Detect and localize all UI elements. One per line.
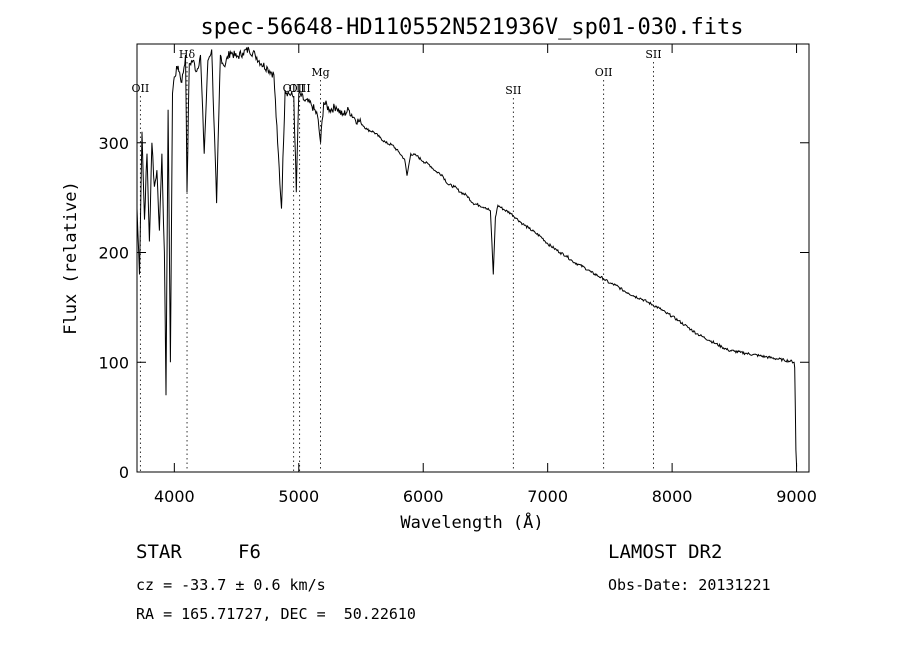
marker-label: OII [132, 82, 150, 95]
x-tick-label: 9000 [776, 487, 817, 506]
marker-label: OII [595, 66, 613, 79]
y-tick-label: 200 [98, 244, 129, 263]
marker-label: OIII [289, 82, 311, 95]
marker-label: Mg [311, 66, 329, 79]
x-axis-label: Wavelength (Å) [400, 511, 543, 533]
y-tick-label: 300 [98, 134, 129, 153]
x-tick-label: 6000 [403, 487, 444, 506]
chart-title: spec-56648-HD110552N521936V_sp01-030.fit… [200, 15, 743, 40]
y-axis-label: Flux (relative) [61, 181, 81, 335]
x-tick-label: 5000 [278, 487, 319, 506]
plot-frame [136, 43, 810, 473]
obs-date: Obs-Date: 20131221 [608, 576, 771, 594]
object-class: STAR [136, 541, 182, 563]
spectrum-line [136, 46, 798, 467]
axis-ticks: 4000 5000 6000 7000 8000 9000 0 100 200 300 [98, 44, 817, 506]
marker-label: Hδ [179, 48, 196, 61]
ra-dec: RA = 165.71727, DEC = 50.22610 [136, 605, 416, 623]
y-tick-label: 0 [119, 463, 129, 482]
x-tick-label: 8000 [652, 487, 693, 506]
marker-label: SII [645, 48, 661, 61]
survey-name: LAMOST DR2 [608, 541, 723, 563]
marker-label: SII [505, 84, 521, 97]
x-tick-label: 7000 [527, 487, 568, 506]
subclass: F6 [238, 541, 261, 563]
x-tick-label: 4000 [154, 487, 195, 506]
y-tick-label: 100 [98, 353, 129, 372]
redshift-cz: cz = -33.7 ± 0.6 km/s [136, 576, 326, 594]
